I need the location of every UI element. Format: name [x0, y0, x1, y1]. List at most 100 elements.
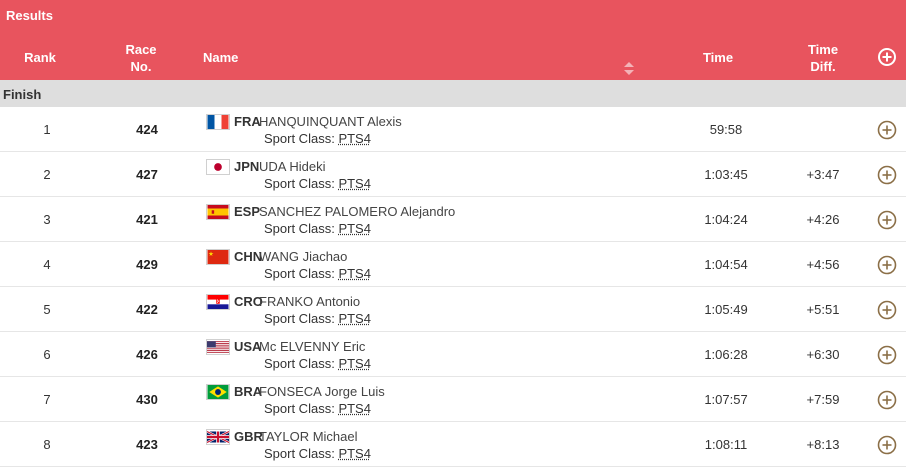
table-row: 5 422 CRO FRANKO Antonio Sport Class: PT…	[0, 287, 906, 332]
rank-cell: 6	[43, 347, 51, 362]
sport-class-value[interactable]: PTS4	[338, 446, 371, 461]
column-header-race-no[interactable]: Race No.	[112, 41, 170, 75]
section-label: Finish	[3, 87, 42, 102]
time-diff-cell: +4:26	[806, 212, 840, 227]
expand-row-plus-icon[interactable]	[877, 300, 897, 320]
sport-class-value[interactable]: PTS4	[338, 356, 371, 371]
jpn-flag	[206, 159, 230, 175]
sort-up-icon	[624, 62, 634, 67]
expand-all-plus-icon[interactable]	[878, 48, 896, 66]
fra-flag	[206, 114, 230, 130]
table-row: 1 424 FRA HANQUINQUANT Alexis Sport Clas…	[0, 107, 906, 152]
time-cell: 1:04:24	[704, 212, 748, 227]
table-row: 7 430 BRA FONSECA Jorge Luis Sport Class…	[0, 377, 906, 422]
athlete-name[interactable]: FRANKO Antonio	[259, 294, 361, 309]
sport-class: Sport Class: PTS4	[264, 401, 371, 416]
sport-class: Sport Class: PTS4	[264, 356, 371, 371]
race-no-cell: 423	[136, 437, 158, 452]
sport-class-label: Sport Class:	[264, 311, 335, 326]
time-diff-cell: +5:51	[806, 302, 840, 317]
sport-class: Sport Class: PTS4	[264, 221, 371, 236]
column-header-time-diff[interactable]: Time Diff.	[796, 41, 850, 75]
noc-code: FRA	[234, 114, 261, 129]
usa-flag	[206, 339, 230, 355]
sport-class-value[interactable]: PTS4	[338, 131, 371, 146]
rank-cell: 4	[43, 257, 51, 272]
bra-flag	[206, 384, 230, 400]
sport-class-value[interactable]: PTS4	[338, 401, 371, 416]
athlete-name[interactable]: FONSECA Jorge Luis	[259, 384, 385, 399]
time-cell: 1:08:11	[704, 437, 748, 452]
race-no-cell: 426	[136, 347, 158, 362]
athlete-name[interactable]: WANG Jiachao	[259, 249, 348, 264]
chn-flag	[206, 249, 230, 265]
race-no-cell: 430	[136, 392, 158, 407]
sport-class-label: Sport Class:	[264, 401, 335, 416]
time-diff-cell: +4:56	[806, 257, 840, 272]
noc-code: CHN	[234, 249, 263, 264]
race-no-cell: 427	[136, 167, 158, 182]
noc-code: BRA	[234, 384, 263, 399]
rank-cell: 5	[43, 302, 51, 317]
noc-code: CRO	[234, 294, 263, 309]
sport-class-label: Sport Class:	[264, 446, 335, 461]
sport-class-label: Sport Class:	[264, 131, 335, 146]
section-finish: Finish	[0, 80, 906, 107]
race-no-cell: 424	[136, 122, 158, 137]
athlete-name[interactable]: TAYLOR Michael	[259, 429, 358, 444]
sport-class-label: Sport Class:	[264, 266, 335, 281]
sort-icon[interactable]	[623, 62, 635, 76]
time-cell: 1:06:28	[704, 347, 748, 362]
results-table: 1 424 FRA HANQUINQUANT Alexis Sport Clas…	[0, 107, 906, 467]
expand-row-plus-icon[interactable]	[877, 345, 897, 365]
sport-class-value[interactable]: PTS4	[338, 266, 371, 281]
race-no-line1: Race	[125, 42, 157, 57]
sport-class-value[interactable]: PTS4	[338, 311, 371, 326]
athlete-name[interactable]: Mc ELVENNY Eric	[259, 339, 366, 354]
table-row: 6 426 USA Mc ELVENNY Eric Sport Class: P…	[0, 332, 906, 377]
table-row: 8 423 GBR TAYLOR Michael Sport Class: PT…	[0, 422, 906, 467]
rank-cell: 8	[43, 437, 51, 452]
expand-row-plus-icon[interactable]	[877, 165, 897, 185]
athlete-name[interactable]: HANQUINQUANT Alexis	[259, 114, 402, 129]
column-header-time[interactable]: Time	[702, 50, 734, 65]
sport-class-label: Sport Class:	[264, 221, 335, 236]
time-diff-cell: +8:13	[806, 437, 840, 452]
expand-row-plus-icon[interactable]	[877, 210, 897, 230]
esp-flag	[206, 204, 230, 220]
results-title: Results	[6, 8, 53, 23]
sport-class-value[interactable]: PTS4	[338, 221, 371, 236]
noc-code: USA	[234, 339, 262, 354]
expand-row-plus-icon[interactable]	[877, 255, 897, 275]
athlete-name[interactable]: SANCHEZ PALOMERO Alejandro	[259, 204, 456, 219]
table-row: 4 429 CHN WANG Jiachao Sport Class: PTS4…	[0, 242, 906, 287]
time-diff-cell: +7:59	[806, 392, 840, 407]
sport-class: Sport Class: PTS4	[264, 131, 371, 146]
race-no-cell: 421	[136, 212, 158, 227]
results-header: Results Rank Race No. Name Time Time Dif…	[0, 0, 906, 80]
column-header-rank[interactable]: Rank	[24, 50, 56, 65]
time-diff-cell: +3:47	[806, 167, 840, 182]
rank-cell: 2	[43, 167, 51, 182]
expand-row-plus-icon[interactable]	[877, 435, 897, 455]
column-header-name[interactable]: Name	[203, 50, 239, 65]
cro-flag	[206, 294, 230, 310]
diff-line2: Diff.	[810, 59, 836, 74]
time-cell: 1:05:49	[704, 302, 748, 317]
sport-class-value[interactable]: PTS4	[338, 176, 371, 191]
sport-class: Sport Class: PTS4	[264, 176, 371, 191]
diff-line1: Time	[807, 42, 839, 57]
race-no-line2: No.	[130, 59, 152, 74]
athlete-name[interactable]: UDA Hideki	[259, 159, 326, 174]
rank-cell: 1	[43, 122, 51, 137]
race-no-cell: 422	[136, 302, 158, 317]
time-cell: 1:04:54	[704, 257, 748, 272]
sort-down-icon	[624, 70, 634, 75]
expand-row-plus-icon[interactable]	[877, 120, 897, 140]
gbr-flag	[206, 429, 230, 445]
sport-class: Sport Class: PTS4	[264, 266, 371, 281]
time-cell: 59:58	[709, 122, 743, 137]
expand-row-plus-icon[interactable]	[877, 390, 897, 410]
race-no-cell: 429	[136, 257, 158, 272]
table-row: 3 421 ESP SANCHEZ PALOMERO Alejandro Spo…	[0, 197, 906, 242]
